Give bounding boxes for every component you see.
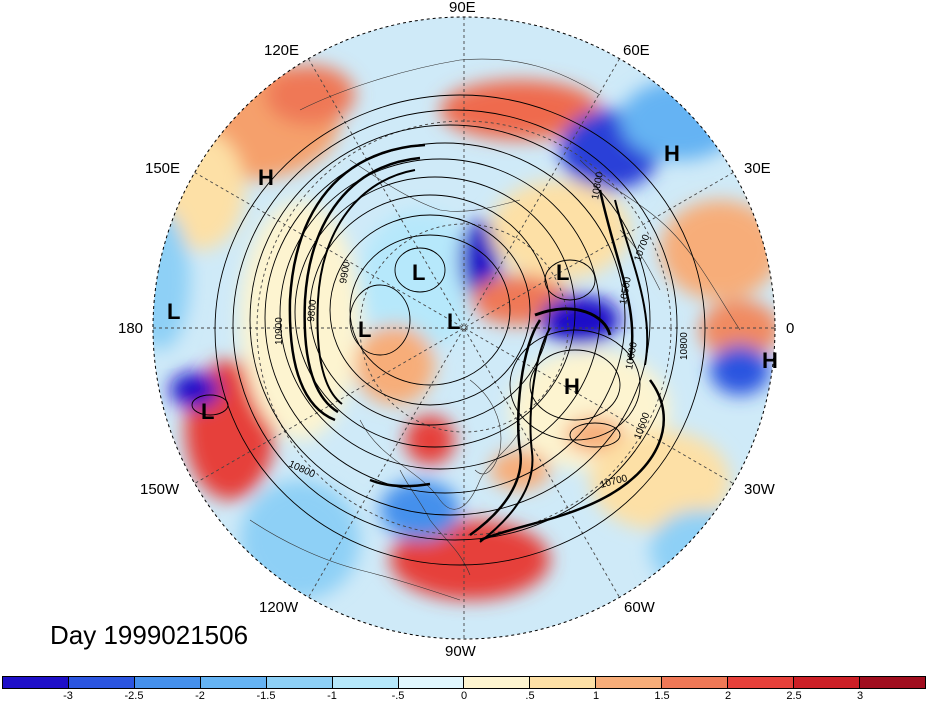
colorbar-tick-label: -2 bbox=[195, 690, 205, 702]
colorbar-tick-label: 2 bbox=[724, 690, 732, 702]
lon-label-180: 180 bbox=[118, 320, 144, 337]
contour-label: 10800 bbox=[679, 332, 690, 360]
lon-label-150w: 150W bbox=[140, 481, 180, 498]
wind-contours bbox=[288, 143, 665, 543]
contour-label: 9800 bbox=[306, 299, 319, 323]
contour-label: 10900 bbox=[274, 317, 285, 345]
colorbar-swatch bbox=[859, 677, 925, 688]
colorbar-tick-label: -3 bbox=[63, 690, 73, 702]
colorbar-swatch bbox=[530, 677, 597, 688]
high-center-label: H bbox=[762, 348, 778, 373]
lon-label-30e: 30E bbox=[744, 160, 771, 177]
colorbar-swatch bbox=[200, 677, 267, 688]
colorbar-tick-label: -1.5 bbox=[256, 690, 276, 702]
lon-label-30w: 30W bbox=[744, 481, 775, 498]
colorbar-tick-label: -1 bbox=[327, 690, 337, 702]
graticule bbox=[153, 17, 775, 639]
colorbar-swatch bbox=[728, 677, 795, 688]
lon-label-120e: 120E bbox=[264, 42, 300, 59]
high-center-label: H bbox=[664, 141, 680, 166]
colorbar-swatch bbox=[662, 677, 729, 688]
lon-label-90w: 90W bbox=[445, 643, 476, 660]
low-center-label: L bbox=[201, 399, 214, 424]
colorbar-tick-label: 1 bbox=[592, 690, 600, 702]
lon-label-150e: 150E bbox=[145, 160, 181, 177]
lon-label-0: 0 bbox=[786, 320, 795, 337]
lon-label-60w: 60W bbox=[624, 599, 655, 616]
high-center-label: H bbox=[564, 374, 580, 399]
low-center-label: L bbox=[358, 317, 371, 342]
colorbar-tick-label: 0 bbox=[460, 690, 468, 702]
colorbar-swatch bbox=[596, 677, 663, 688]
colorbar-tick-label: .5 bbox=[525, 690, 535, 702]
low-center-label: L bbox=[167, 299, 180, 324]
contour-label: 10500 bbox=[618, 276, 634, 306]
colorbar-tick-label: 2.5 bbox=[786, 690, 802, 702]
low-center-label: L bbox=[412, 260, 425, 285]
pressure-center-labels: H H H H L L L L L L bbox=[167, 141, 778, 424]
colorbar bbox=[2, 676, 926, 689]
low-center-label: L bbox=[556, 260, 569, 285]
high-center-label: H bbox=[258, 165, 274, 190]
coastlines bbox=[249, 58, 741, 601]
colorbar-swatch bbox=[134, 677, 201, 688]
colorbar-swatch bbox=[68, 677, 135, 688]
contour-label: 9900 bbox=[338, 260, 353, 284]
day-label: Day 1999021506 bbox=[50, 620, 249, 650]
lon-label-60e: 60E bbox=[623, 42, 650, 59]
map-boundary bbox=[152, 16, 776, 640]
contour-label: 10600 bbox=[624, 341, 640, 371]
contour-label: 10800 bbox=[590, 171, 606, 201]
colorbar-tick-label: -.5 bbox=[391, 690, 405, 702]
colorbar-swatch bbox=[332, 677, 399, 688]
colorbar-tick-label: 1.5 bbox=[654, 690, 670, 702]
colorbar-swatch bbox=[794, 677, 860, 688]
colorbar-tick-label: -2.5 bbox=[124, 690, 144, 702]
lon-label-120w: 120W bbox=[259, 599, 299, 616]
colorbar-swatch bbox=[3, 677, 69, 688]
colorbar-swatch bbox=[398, 677, 465, 688]
low-center-label: L bbox=[447, 309, 460, 334]
colorbar-swatch bbox=[464, 677, 531, 688]
colorbar-tick-label: 3 bbox=[856, 690, 864, 702]
lon-label-90e: 90E bbox=[449, 0, 476, 16]
colorbar-swatch bbox=[266, 677, 333, 688]
